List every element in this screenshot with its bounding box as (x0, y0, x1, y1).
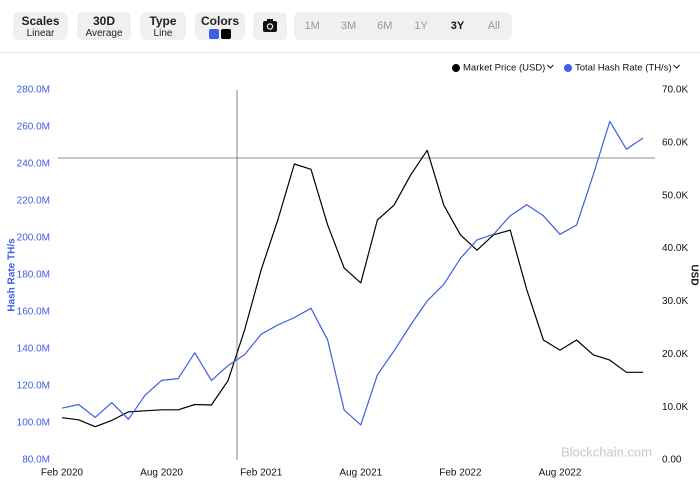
x-tick-label: Aug 2021 (339, 468, 382, 479)
camera-button[interactable] (253, 12, 287, 40)
legend-swatch (564, 64, 572, 72)
y-tick-label: 280.0M (17, 85, 50, 96)
y-tick-label: 220.0M (17, 196, 50, 207)
range-button[interactable]: 3M (340, 20, 357, 32)
x-tick-label: Aug 2020 (140, 468, 183, 479)
legend-swatch (452, 64, 460, 72)
x-tick-label: Feb 2022 (439, 468, 482, 479)
x-tick-label: Aug 2022 (539, 468, 582, 479)
y-tick-label: 160.0M (17, 307, 50, 318)
legend-chevron (673, 64, 680, 69)
colors-button[interactable]: Colors (195, 12, 245, 40)
y2-tick-label: 0.00 (662, 455, 682, 466)
watermark: Blockchain.com (561, 444, 652, 459)
x-tick-label: Feb 2021 (240, 468, 283, 479)
y-tick-label: 120.0M (17, 381, 50, 392)
y-tick-label: 80.0M (22, 455, 50, 466)
range-button[interactable]: 3Y (450, 20, 465, 32)
y-tick-label: 200.0M (17, 233, 50, 244)
separator (0, 52, 700, 53)
y2-tick-label: 70.0K (662, 85, 688, 96)
y-tick-label: 100.0M (17, 418, 50, 429)
legend-label: Market Price (USD) (463, 63, 545, 74)
y2-tick-label: 40.0K (662, 243, 688, 254)
camera-icon (263, 19, 277, 32)
y2-tick-label: 60.0K (662, 137, 688, 148)
range-button[interactable]: All (487, 20, 500, 32)
type-button[interactable]: Type Line (140, 12, 186, 40)
y-axis-title: Hash Rate TH/s (7, 238, 18, 312)
y2-tick-label: 10.0K (662, 402, 688, 413)
series-line (61, 120, 644, 426)
y2-tick-label: 50.0K (662, 190, 688, 201)
range-button[interactable]: 6M (377, 20, 393, 32)
y-tick-label: 140.0M (17, 344, 50, 355)
y2-tick-label: 30.0K (662, 296, 688, 307)
scales-button[interactable]: Scales Linear (13, 12, 68, 40)
y-tick-label: 260.0M (17, 122, 50, 133)
legend-label: Total Hash Rate (TH/s) (575, 63, 672, 74)
series-line (61, 149, 643, 428)
y2-tick-label: 20.0K (662, 349, 688, 360)
y2-axis-title: USD (688, 264, 699, 285)
x-tick-label: Feb 2020 (41, 468, 84, 479)
average-button[interactable]: 30D Average (77, 12, 131, 40)
range-selector: 1M 3M 6M 1Y 3Y All (294, 12, 512, 40)
legend-chevron (546, 64, 554, 69)
range-button[interactable]: 1M (304, 20, 320, 32)
range-button[interactable]: 1Y (414, 20, 428, 32)
y-tick-label: 240.0M (17, 159, 50, 170)
y-tick-label: 180.0M (17, 270, 50, 281)
